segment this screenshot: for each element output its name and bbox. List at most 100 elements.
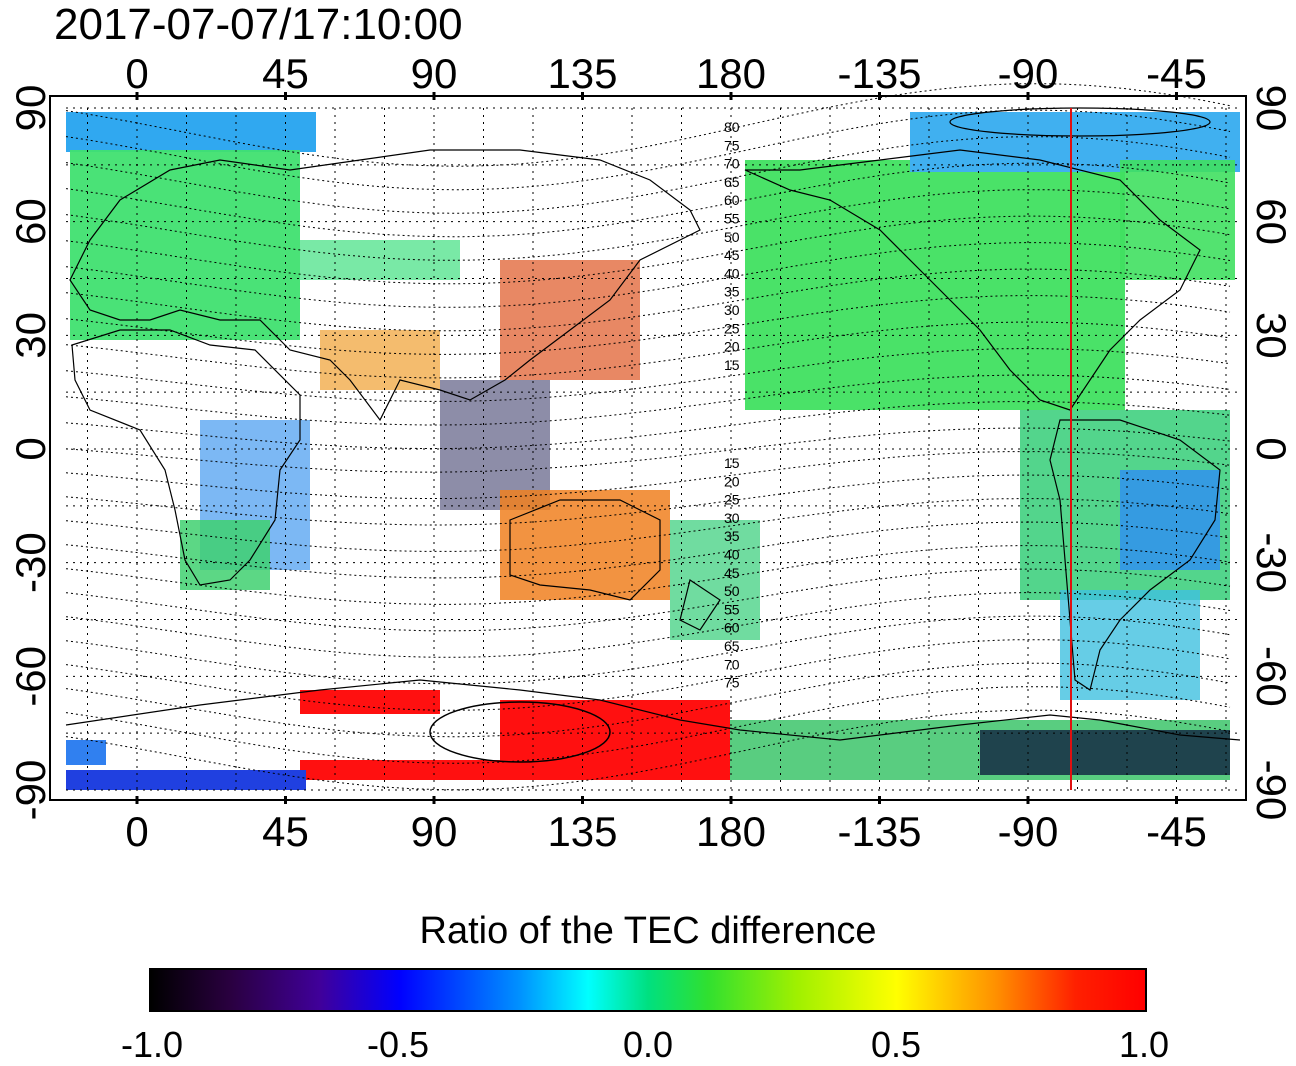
contour-label: 45 xyxy=(724,565,740,581)
contour-line xyxy=(65,709,1231,791)
coastline-antarctica xyxy=(65,679,1241,741)
patch-southeast-asia xyxy=(440,380,550,510)
contour-line xyxy=(65,295,1231,355)
bottom-lon-label: 45 xyxy=(262,808,309,855)
right-lat-label: 30 xyxy=(1248,312,1295,359)
contour-label: 20 xyxy=(724,473,740,489)
contour-label: 70 xyxy=(724,656,740,672)
contour-label: 25 xyxy=(724,492,740,508)
right-lat-label: -60 xyxy=(1248,646,1295,707)
patch-australia xyxy=(500,490,670,600)
patch-south-pole-band-2 xyxy=(66,740,106,765)
contour-line xyxy=(65,662,1231,738)
contour-line xyxy=(65,268,1231,332)
colorbar-tick: -0.5 xyxy=(366,1024,430,1065)
bottom-lon-label: 90 xyxy=(411,808,458,855)
contour-line xyxy=(65,498,1231,552)
tec-data-patches xyxy=(66,112,1240,790)
patch-brazil xyxy=(1120,470,1220,570)
left-lat-label: -60 xyxy=(7,646,54,707)
patch-india xyxy=(320,330,440,390)
contour-label: 40 xyxy=(724,265,740,281)
auroral-oval-south xyxy=(429,701,611,763)
map-frame xyxy=(49,95,1247,801)
left-lat-label: 90 xyxy=(7,85,54,132)
contour-label: 80 xyxy=(724,119,740,135)
patch-antarctic-red-2 xyxy=(500,700,730,780)
contour-label: 30 xyxy=(724,302,740,318)
left-lat-label: 30 xyxy=(7,312,54,359)
top-lon-label: 135 xyxy=(547,50,617,97)
top-lon-label: -45 xyxy=(1146,50,1207,97)
colorbar-tick: 1.0 xyxy=(1118,1024,1170,1065)
contour-label: 40 xyxy=(724,547,740,563)
contour-label: 30 xyxy=(724,510,740,526)
contour-label: 60 xyxy=(724,192,740,208)
contour-label: 20 xyxy=(724,339,740,355)
contour-line xyxy=(65,592,1231,658)
contour-label: 25 xyxy=(724,320,740,336)
bottom-lon-label: -90 xyxy=(998,808,1059,855)
colorbar xyxy=(149,968,1147,1012)
contour-label: 65 xyxy=(724,174,740,190)
contour-line xyxy=(65,615,1231,685)
contour-label: 45 xyxy=(724,247,740,263)
left-lat-label: -90 xyxy=(7,760,54,821)
colorbar-title: Ratio of the TEC difference xyxy=(419,910,877,952)
top-lon-label: 180 xyxy=(696,50,766,97)
contour-line xyxy=(65,242,1231,308)
left-lat-label: 0 xyxy=(7,437,54,460)
right-lat-label: 60 xyxy=(1248,198,1295,245)
right-lat-label: 90 xyxy=(1248,85,1295,132)
bottom-lon-label: -135 xyxy=(837,808,921,855)
patch-antarctic-red-1 xyxy=(300,690,440,714)
contour-label: 50 xyxy=(724,229,740,245)
bottom-lon-label: -45 xyxy=(1146,808,1207,855)
contour-line xyxy=(65,568,1231,632)
contour-label: 15 xyxy=(724,357,740,373)
contour-label: 50 xyxy=(724,583,740,599)
contour-line xyxy=(65,162,1231,238)
bottom-lon-label: 0 xyxy=(125,808,148,855)
contour-label: 35 xyxy=(724,528,740,544)
contour-label: 75 xyxy=(724,675,740,691)
contour-line xyxy=(65,215,1231,285)
contour-line xyxy=(65,639,1231,711)
coastline-new-zealand xyxy=(679,579,721,631)
magnetic-latitude-contours: 80 75 70 65 60 55 50 45 40 35 30 25 20 15 15 20 25 30 35 40… xyxy=(65,83,1231,791)
contour-label: 35 xyxy=(724,284,740,300)
tec-map: 80 75 70 65 60 55 50 45 40 35 30 25 20 15 15 20 25 30 35 40… xyxy=(7,50,1295,855)
bottom-lon-label: 135 xyxy=(547,808,617,855)
top-lon-label: 45 xyxy=(262,50,309,97)
contour-line xyxy=(65,348,1231,402)
contour-line xyxy=(65,83,1231,167)
right-lat-label: -90 xyxy=(1248,760,1295,821)
bottom-lon-label: 180 xyxy=(696,808,766,855)
contour-line xyxy=(65,686,1231,764)
right-lat-label: 0 xyxy=(1248,437,1295,460)
map-axes: 0 45 90 135 180 -135 -90 -450 45 90 135 180 -135 -90-… xyxy=(7,50,1295,855)
patch-canada-east xyxy=(1120,160,1235,280)
contour-line xyxy=(65,545,1231,605)
colorbar-tick: 0.5 xyxy=(870,1024,922,1065)
contour-label: 75 xyxy=(724,137,740,153)
right-lat-label: -30 xyxy=(1248,532,1295,593)
patch-antarctic-dark xyxy=(980,730,1230,775)
contour-label: 15 xyxy=(724,455,740,471)
coastline-europe-asia xyxy=(69,149,701,422)
coastlines xyxy=(65,149,1241,741)
patch-arctic-west xyxy=(66,112,316,152)
patch-southern-africa xyxy=(180,520,270,590)
contour-line xyxy=(65,321,1231,379)
colorbar-tick: 0.0 xyxy=(622,1024,674,1065)
top-lon-label: 0 xyxy=(125,50,148,97)
top-lon-label: -90 xyxy=(998,50,1059,97)
contour-label: 55 xyxy=(724,211,740,227)
contour-line xyxy=(65,136,1231,214)
left-lat-label: 60 xyxy=(7,198,54,245)
contour-label: 70 xyxy=(724,156,740,172)
coastline-north-america xyxy=(744,149,1201,411)
patch-east-asia xyxy=(500,260,640,380)
top-lon-label: 90 xyxy=(411,50,458,97)
timestamp: 2017-07-07/17:10:00 xyxy=(54,0,463,49)
